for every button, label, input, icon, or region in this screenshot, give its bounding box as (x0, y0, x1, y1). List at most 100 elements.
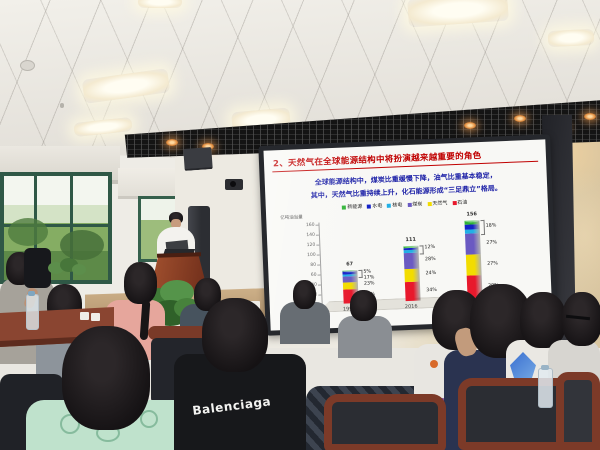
grid-downlight (584, 113, 596, 120)
bar-segment-天然气 (465, 254, 482, 277)
legend-item: 水电 (367, 202, 382, 210)
segment-label: 27% (486, 240, 498, 246)
legend-item: 新能源 (342, 203, 362, 211)
segment-label: 5% (363, 269, 372, 275)
tree-foliage (8, 218, 48, 246)
y-tick (317, 264, 321, 266)
sill-plant (72, 264, 86, 275)
cup (91, 313, 100, 321)
segment-label: 34% (426, 287, 438, 293)
bar-segment-核电 (464, 229, 480, 234)
legend-label: 天然气 (432, 200, 448, 207)
y-tick-label: 160 (305, 222, 315, 228)
y-tick-label: 100 (307, 252, 316, 258)
grid-downlight (202, 143, 214, 150)
y-tick (318, 294, 322, 296)
shirt-logo-text: Balenciaga (191, 394, 272, 418)
segment-label: 24% (425, 271, 437, 277)
bar-cap (403, 243, 419, 248)
y-tick (316, 254, 320, 256)
bar-total-label: 111 (405, 236, 417, 243)
bar-segment-天然气 (404, 268, 420, 283)
bar-segment-煤炭 (342, 275, 358, 283)
bar-segment-天然气 (342, 281, 359, 290)
y-tick (315, 224, 319, 226)
y-tick-label: 60 (310, 272, 317, 278)
y-axis-title: 亿吨油当量 (280, 215, 303, 222)
legend-swatch (452, 200, 457, 205)
bar-segment-煤炭 (465, 233, 481, 255)
bar-total-label: 67 (346, 260, 354, 268)
y-tick-label: 120 (306, 242, 316, 248)
legend-item: 煤炭 (407, 200, 422, 208)
legend-item: 石油 (452, 199, 467, 207)
y-tick (316, 244, 320, 246)
segment-label: 12% (424, 245, 436, 251)
smoke-detector (20, 60, 35, 71)
legend-item: 天然气 (427, 199, 447, 207)
legend-label: 核电 (392, 202, 403, 209)
legend-item: 核电 (387, 201, 402, 209)
legend-label: 石油 (457, 199, 468, 206)
bottle-cap (28, 291, 35, 296)
legend-label: 煤炭 (412, 201, 423, 208)
grid-downlight (514, 115, 526, 122)
x-tick-label: 2016 (404, 303, 418, 311)
shirt-doodle (60, 414, 80, 434)
window-blind (118, 168, 180, 199)
water-bottle (538, 368, 553, 408)
y-axis-line (318, 222, 323, 305)
ceiling-light (138, 0, 182, 8)
water-bottle (26, 294, 39, 330)
shirt-print (430, 360, 438, 368)
grid-downlight (464, 122, 476, 129)
audience-head (293, 280, 316, 309)
segment-label: 23% (363, 281, 375, 288)
segment-label: 28% (424, 256, 436, 263)
window-mullion (70, 176, 73, 280)
legend-label: 新能源 (347, 203, 363, 211)
audience-head (202, 298, 268, 372)
y-tick-label: 80 (310, 262, 317, 268)
legend-swatch (367, 203, 372, 209)
cup (80, 312, 89, 320)
bar-cap (342, 267, 358, 273)
bracket (358, 269, 363, 278)
audience-member (280, 302, 330, 344)
audience-head (520, 292, 566, 348)
sprinkler (60, 103, 64, 108)
bottle-cap (541, 365, 549, 370)
audience-head (124, 262, 157, 304)
segment-label: 27% (487, 261, 498, 267)
legend-swatch (342, 204, 347, 210)
bar-total-label: 156 (466, 211, 478, 218)
legend-label: 水电 (372, 203, 383, 210)
camera-lens (230, 181, 236, 187)
chair (324, 394, 446, 450)
presenter-face (171, 219, 181, 228)
bar-segment-煤炭 (403, 252, 420, 269)
bracket (419, 244, 424, 255)
grid-downlight (166, 139, 178, 146)
bracket (480, 219, 486, 236)
y-tick-label: 140 (306, 232, 316, 238)
chair (148, 326, 210, 340)
bar-segment-石油 (404, 281, 421, 302)
backpack (24, 248, 51, 288)
y-tick (317, 284, 321, 286)
y-tick (317, 274, 321, 276)
ceiling-light (547, 28, 595, 48)
tree-foliage (60, 230, 104, 260)
bar-segment-水电 (464, 224, 480, 231)
legend-swatch (387, 203, 392, 208)
legend-swatch (407, 202, 412, 207)
window-mullion (4, 224, 108, 227)
audience-member (338, 316, 392, 358)
legend-swatch (427, 201, 432, 206)
segment-label: 17% (363, 275, 375, 281)
y-tick (315, 234, 319, 236)
segment-label: 18% (485, 223, 497, 229)
wall-speaker (183, 147, 213, 171)
chair (556, 372, 600, 450)
